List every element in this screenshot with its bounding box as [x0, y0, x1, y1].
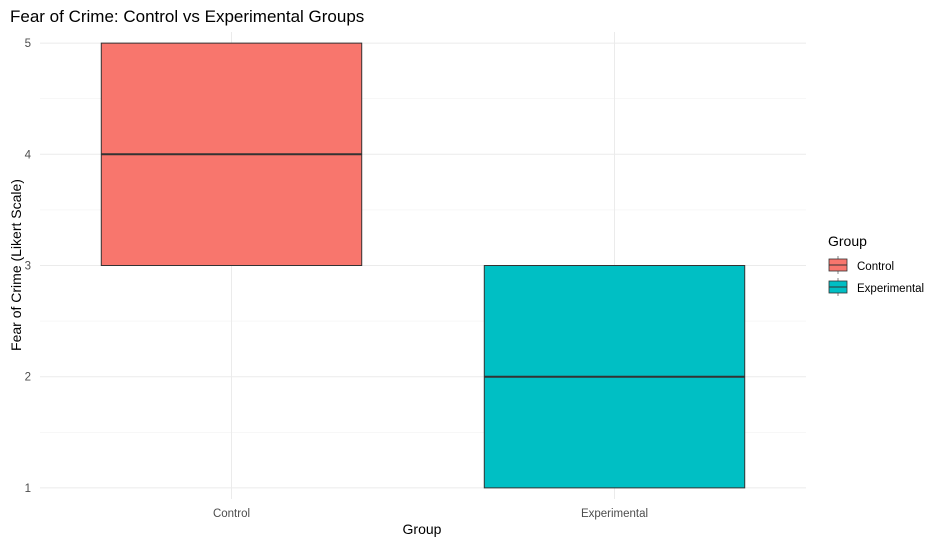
- y-axis-title: Fear of Crime (Likert Scale): [8, 179, 24, 351]
- y-tick-label: 4: [25, 149, 32, 161]
- x-tick-label: Experimental: [581, 508, 648, 520]
- x-axis-ticks: Control Experimental: [213, 508, 648, 520]
- legend-title: Group: [828, 233, 867, 249]
- y-tick-label: 3: [25, 261, 31, 273]
- legend: Group Control Experimental: [828, 233, 924, 296]
- boxes: [100, 42, 746, 489]
- y-axis-ticks: 1 2 3 4 5: [25, 38, 32, 495]
- y-tick-label: 2: [25, 372, 31, 384]
- y-tick-label: 5: [25, 38, 31, 50]
- legend-label-experimental: Experimental: [857, 283, 924, 295]
- y-tick-label: 1: [25, 483, 31, 495]
- x-tick-label: Control: [213, 508, 250, 520]
- x-axis-title: Group: [403, 521, 442, 537]
- chart-title: Fear of Crime: Control vs Experimental G…: [10, 7, 364, 26]
- legend-label-control: Control: [857, 261, 894, 273]
